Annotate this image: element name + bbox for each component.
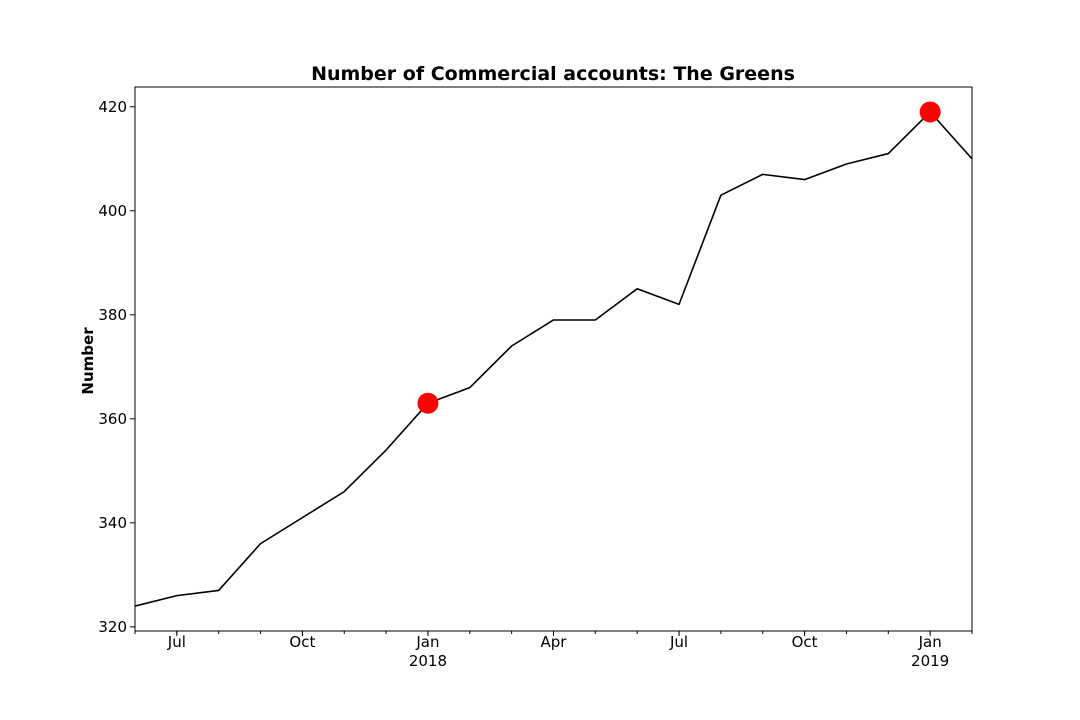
y-tick-label: 400 (98, 202, 127, 220)
x-tick-label: Jan (415, 633, 439, 651)
x-tick-label: Oct (289, 633, 315, 651)
y-tick-label: 320 (98, 618, 127, 636)
y-tick-label: 360 (98, 410, 127, 428)
plot-area (135, 101, 972, 607)
series-line-0 (135, 111, 972, 607)
plot-frame (134, 86, 973, 632)
y-tick-label: 420 (98, 98, 127, 116)
y-tick-label: 380 (98, 306, 127, 324)
highlight-marker (417, 392, 439, 414)
x-tick-year-label: 2019 (911, 652, 949, 670)
chart-title: Number of Commercial accounts: The Green… (311, 63, 795, 85)
highlight-marker (919, 101, 941, 123)
x-tick-label: Apr (541, 633, 568, 651)
x-tick-label: Jul (167, 633, 186, 651)
x-tick-label: Jul (669, 633, 688, 651)
x-tick-label: Oct (792, 633, 818, 651)
x-tick-year-label: 2018 (409, 652, 447, 670)
y-axis-label: Number (79, 327, 97, 395)
x-tick-label: Jan (918, 633, 942, 651)
y-tick-label: 340 (98, 514, 127, 532)
